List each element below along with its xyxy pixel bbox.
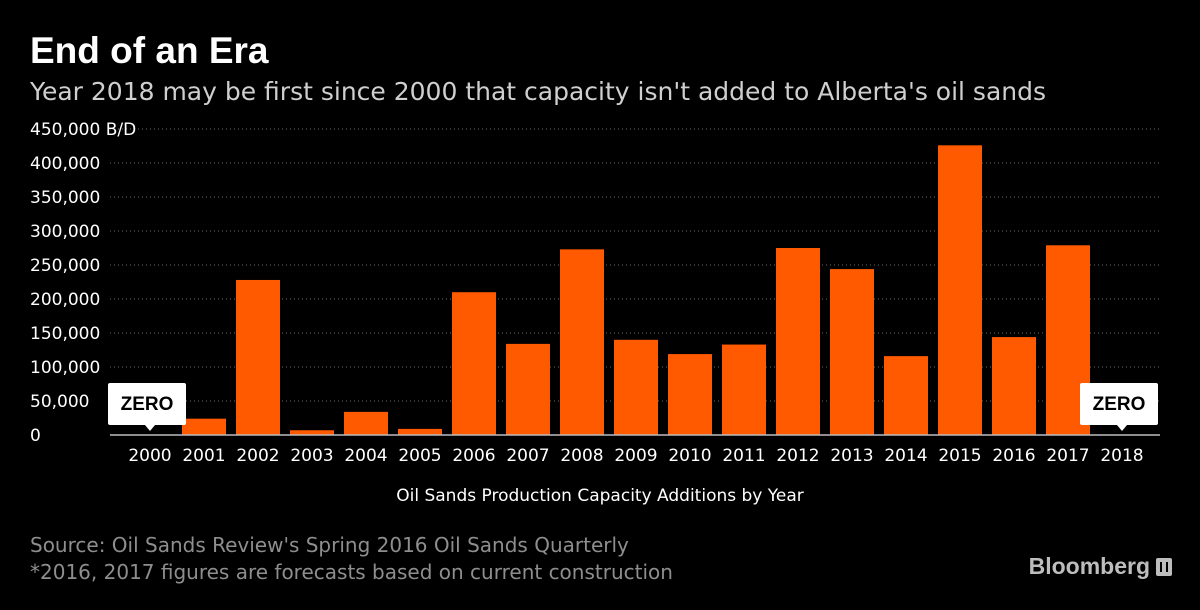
bar	[290, 430, 334, 435]
bar	[938, 145, 982, 435]
y-tick-label: 250,000	[30, 256, 100, 276]
brand-name: Bloomberg	[1028, 553, 1150, 579]
bar	[776, 248, 820, 435]
x-tick-label: 2011	[722, 446, 765, 466]
x-tick-label: 2017	[1046, 446, 1089, 466]
callout-label: ZERO	[121, 394, 174, 415]
x-tick-label: 2010	[668, 446, 711, 466]
y-tick-label: 350,000	[30, 188, 100, 208]
x-tick-label: 2015	[938, 446, 981, 466]
bar	[236, 279, 280, 435]
x-tick-label: 2003	[290, 446, 333, 466]
y-tick-label: 200,000	[30, 290, 100, 310]
y-tick-label: 150,000	[30, 324, 100, 344]
y-tick-label: 50,000	[30, 392, 89, 412]
zero-callout: ZERO	[108, 383, 186, 431]
bloomberg-logo: Bloomberg	[1029, 553, 1172, 580]
annotations: ZERO ZERO	[108, 383, 1158, 431]
x-tick-label: 2000	[128, 446, 171, 466]
bar	[344, 411, 388, 435]
x-tick-label: 2001	[182, 446, 225, 466]
x-tick-label: 2018	[1100, 446, 1143, 466]
forecast-note: *2016, 2017 figures are forecasts based …	[30, 560, 673, 584]
source-text: Source: Oil Sands Review's Spring 2016 O…	[30, 533, 629, 557]
bar	[992, 337, 1036, 435]
bar	[884, 356, 928, 435]
x-tick-label: 2008	[560, 446, 603, 466]
bar	[398, 428, 442, 435]
x-tick-label: 2006	[452, 446, 495, 466]
x-tick-label: 2007	[506, 446, 549, 466]
y-tick-label: 400,000	[30, 154, 100, 174]
source-note: Source: Oil Sands Review's Spring 2016 O…	[30, 532, 673, 586]
bar	[560, 249, 604, 435]
callout-pointer	[145, 425, 155, 431]
callout-pointer	[1117, 425, 1127, 431]
zero-callout: ZERO	[1080, 383, 1158, 431]
callout-label: ZERO	[1093, 394, 1146, 415]
x-tick-label: 2005	[398, 446, 441, 466]
x-axis-ticks: 2000 2001 2002 2003 2004 2005 2006 2007 2008 2009…	[128, 446, 1143, 466]
bar	[668, 354, 712, 435]
bar	[830, 269, 874, 435]
y-tick-label: 100,000	[30, 358, 100, 378]
callout-box	[1080, 383, 1158, 425]
bar	[722, 344, 766, 435]
bar	[452, 292, 496, 435]
x-tick-label: 2014	[884, 446, 927, 466]
x-tick-label: 2009	[614, 446, 657, 466]
chart-title: End of an Era	[30, 30, 269, 71]
y-axis-ticks: 0 50,000 100,000 150,000 200,000 250,000 300,0…	[30, 120, 136, 446]
bar	[182, 418, 226, 435]
x-tick-label: 2004	[344, 446, 387, 466]
y-tick-label: 300,000	[30, 222, 100, 242]
x-tick-label: 2013	[830, 446, 873, 466]
x-tick-label: 2002	[236, 446, 279, 466]
callout-box	[108, 383, 186, 425]
y-tick-label: 0	[30, 426, 41, 446]
y-tick-label: 450,000 B/D	[30, 120, 136, 140]
bar	[614, 339, 658, 435]
x-axis-label: Oil Sands Production Capacity Additions …	[396, 486, 804, 506]
x-tick-label: 2012	[776, 446, 819, 466]
bar	[506, 343, 550, 435]
x-tick-label: 2016	[992, 446, 1035, 466]
chart-subtitle: Year 2018 may be first since 2000 that c…	[30, 77, 1047, 106]
bars	[182, 145, 1090, 435]
bloomberg-mark-icon	[1156, 557, 1172, 576]
